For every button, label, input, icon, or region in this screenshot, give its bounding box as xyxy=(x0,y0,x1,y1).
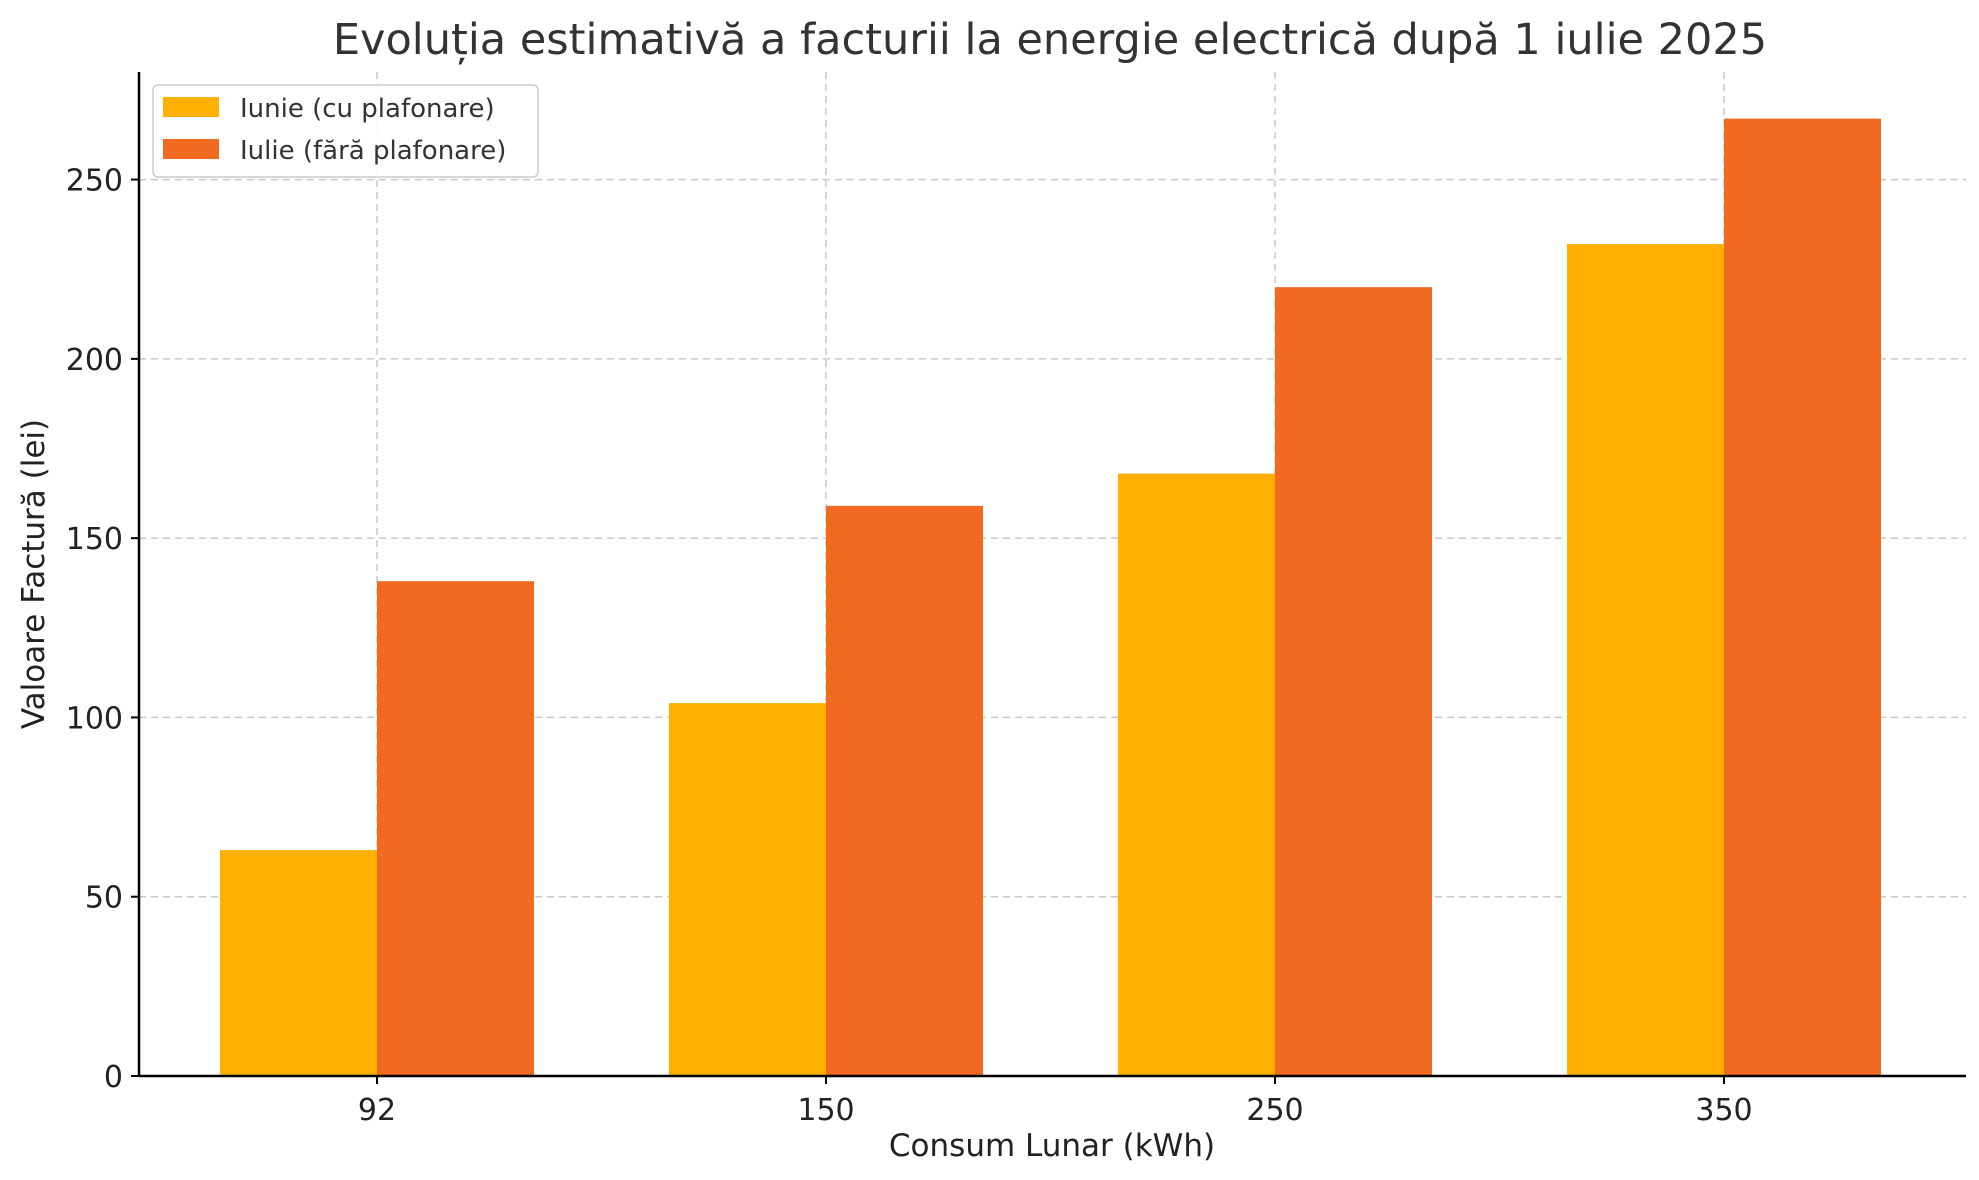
y-tick-label: 250 xyxy=(66,164,123,199)
x-tick-label: 350 xyxy=(1695,1093,1752,1128)
x-axis-label: Consum Lunar (kWh) xyxy=(889,1128,1215,1164)
y-axis-label: Valoare Factură (lei) xyxy=(16,419,52,729)
bar-iunie xyxy=(1118,473,1275,1077)
x-tick-label: 92 xyxy=(358,1093,396,1128)
legend-swatch xyxy=(163,97,219,117)
bar-iulie xyxy=(377,581,534,1076)
y-tick-label: 50 xyxy=(85,881,123,916)
legend-box xyxy=(152,84,539,178)
axes xyxy=(137,72,1966,1078)
y-tick-label: 150 xyxy=(66,522,123,557)
bar-iulie xyxy=(1275,287,1432,1077)
y-tick-label: 200 xyxy=(66,343,123,378)
y-tick-label: 100 xyxy=(66,701,123,736)
y-tick-label: 0 xyxy=(104,1060,123,1095)
chart-title: Evoluția estimativă a facturii la energi… xyxy=(333,15,1767,65)
bars xyxy=(220,118,1881,1077)
legend-label: Iulie (fără plafonare) xyxy=(240,136,506,166)
tick-labels: 0 50 100 150 200 250 92 150 250 350 xyxy=(66,164,1753,1128)
bar-iulie xyxy=(826,505,983,1076)
bar-iunie xyxy=(669,703,826,1076)
bar-iunie xyxy=(220,850,377,1076)
legend: Iunie (cu plafonare) Iulie (fără plafonar… xyxy=(152,84,539,178)
bar-iunie xyxy=(1567,244,1724,1077)
bar-iulie xyxy=(1724,118,1881,1077)
x-tick-label: 250 xyxy=(1246,1093,1303,1128)
x-tick-label: 150 xyxy=(797,1093,854,1128)
legend-swatch xyxy=(163,139,219,159)
legend-label: Iunie (cu plafonare) xyxy=(240,94,495,124)
